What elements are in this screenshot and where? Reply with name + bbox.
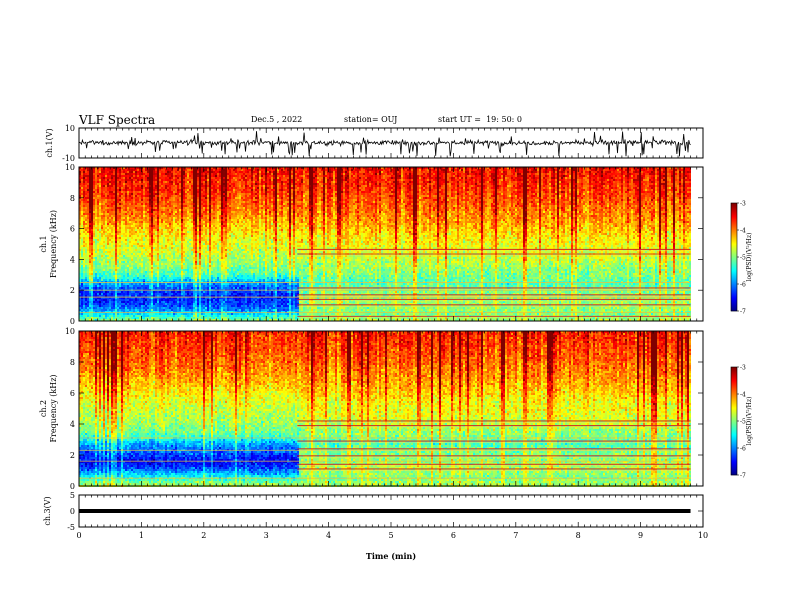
x-tick-label: 6 [451, 531, 456, 540]
spectrogram-ch1-y-tick-label: 2 [70, 286, 75, 295]
x-tick-label: 9 [638, 531, 643, 540]
x-tick-label: 3 [264, 531, 269, 540]
spectrogram-ch2-channel-label: ch.2 [39, 400, 48, 417]
spectrogram-ch2-y-tick-label: 2 [70, 451, 75, 460]
waveform-ch3-y-tick-label: 0 [70, 507, 75, 516]
spectrogram-ch1-channel-label: ch.1 [39, 235, 48, 252]
x-tick-label: 5 [388, 531, 393, 540]
spectrogram-ch1-ylabel: Frequency (kHz) [49, 210, 58, 278]
spectrogram-ch1-colorbar-label: log(PSD)(V²/Hz) [746, 233, 753, 282]
waveform-ch1-ylabel: ch.1(V) [45, 128, 54, 157]
spectrogram-ch1-colorbar-tick-label: -3 [740, 201, 746, 208]
waveform-ch3-y-tick-label: 5 [70, 491, 75, 500]
spectrogram-ch2-colorbar-tick-label: -6 [740, 446, 746, 453]
spectrogram-ch1-y-tick-label: 4 [70, 255, 75, 264]
waveform-ch1-y-tick-label: -10 [62, 154, 75, 163]
waveform-ch1-y-tick-label: 10 [65, 124, 75, 133]
x-axis-label: Time (min) [366, 551, 416, 561]
spectrogram-ch2-y-tick-label: 8 [70, 358, 75, 367]
x-tick-label: 8 [576, 531, 581, 540]
spectrogram-ch2-colorbar-tick-label: -7 [740, 473, 746, 480]
spectrogram-ch2-y-tick-label: 6 [70, 389, 75, 398]
spectrogram-ch2-heatmap [79, 331, 691, 487]
spectrogram-ch2-colorbar-label: log(PSD)(V²/Hz) [746, 397, 753, 446]
spectrogram-ch1-y-tick-label: 6 [70, 225, 75, 234]
spectrogram-ch1-y-tick-label: 8 [70, 194, 75, 203]
spectrogram-ch2-y-tick-label: 4 [70, 420, 75, 429]
x-tick-label: 0 [76, 531, 81, 540]
spectrogram-ch2-y-tick-label: 10 [65, 327, 75, 336]
spectrogram-ch1-colorbar-tick-label: -7 [740, 309, 746, 316]
waveform-ch3-y-tick-label: -5 [67, 523, 75, 532]
spectrogram-ch1-y-tick-label: 0 [70, 317, 75, 326]
spectrogram-ch2-colorbar-tick-label: -3 [740, 365, 746, 372]
x-tick-label: 4 [326, 531, 331, 540]
x-tick-label: 2 [201, 531, 206, 540]
waveform-ch1-line [79, 131, 691, 156]
x-tick-label: 10 [698, 531, 708, 540]
x-tick-label: 7 [513, 531, 518, 540]
spectrogram-ch1-heatmap [79, 167, 691, 321]
x-tick-label: 1 [139, 531, 144, 540]
spectrogram-ch2-y-tick-label: 0 [70, 482, 75, 491]
waveform-ch3-ylabel: ch.3(V) [43, 496, 52, 525]
spectrogram-ch2-ylabel: Frequency (kHz) [49, 374, 58, 442]
spectrogram-ch1-y-tick-label: 10 [65, 163, 75, 172]
spectrogram-ch1-colorbar-tick-label: -6 [740, 282, 746, 289]
